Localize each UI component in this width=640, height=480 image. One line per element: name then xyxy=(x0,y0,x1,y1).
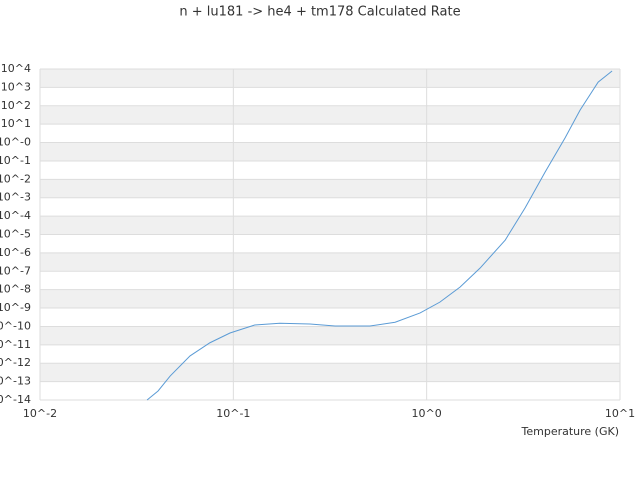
y-tick-label: 10^-3 xyxy=(0,191,31,204)
y-tick-label: 10^1 xyxy=(1,117,31,130)
y-tick-label: 10^-2 xyxy=(0,172,31,185)
grid-band xyxy=(40,216,620,235)
y-tick-label: 10^-1 xyxy=(0,154,31,167)
y-tick-label: 10^-6 xyxy=(0,246,31,259)
x-tick-label: 10^1 xyxy=(605,407,635,420)
grid-band xyxy=(40,142,620,161)
y-tick-label: 10^-0 xyxy=(0,136,31,149)
grid-band xyxy=(40,326,620,345)
grid-band xyxy=(40,252,620,272)
y-tick-label: 10^3 xyxy=(1,80,31,93)
y-tick-label: 10^-8 xyxy=(0,283,31,296)
grid-band xyxy=(40,69,620,88)
data-line xyxy=(146,70,613,401)
chart-title: n + lu181 -> he4 + tm178 Calculated Rate xyxy=(179,5,460,20)
y-tick-label: 10^-12 xyxy=(0,356,31,369)
y-tick-label: 10^-10 xyxy=(0,319,31,332)
y-tick-label: 10^-11 xyxy=(0,338,31,351)
y-tick-label: 10^-14 xyxy=(0,393,31,406)
y-tick-label: 10^-7 xyxy=(0,264,31,277)
y-tick-label: 10^4 xyxy=(1,62,31,75)
x-axis-label: Temperature (GK) xyxy=(521,425,620,438)
y-tick-label: 10^2 xyxy=(1,99,31,112)
grid-band xyxy=(40,105,620,125)
y-tick-label: 10^-13 xyxy=(0,375,31,388)
x-tick-label: 10^-2 xyxy=(23,407,57,420)
grid-band xyxy=(40,289,620,309)
x-tick-label: 10^0 xyxy=(412,407,442,420)
grid-band xyxy=(40,179,620,198)
x-tick-label: 10^-1 xyxy=(216,407,250,420)
y-tick-label: 10^-5 xyxy=(0,228,31,241)
y-tick-label: 10^-4 xyxy=(0,209,31,222)
grid-band xyxy=(40,363,620,382)
y-tick-label: 10^-9 xyxy=(0,301,31,314)
